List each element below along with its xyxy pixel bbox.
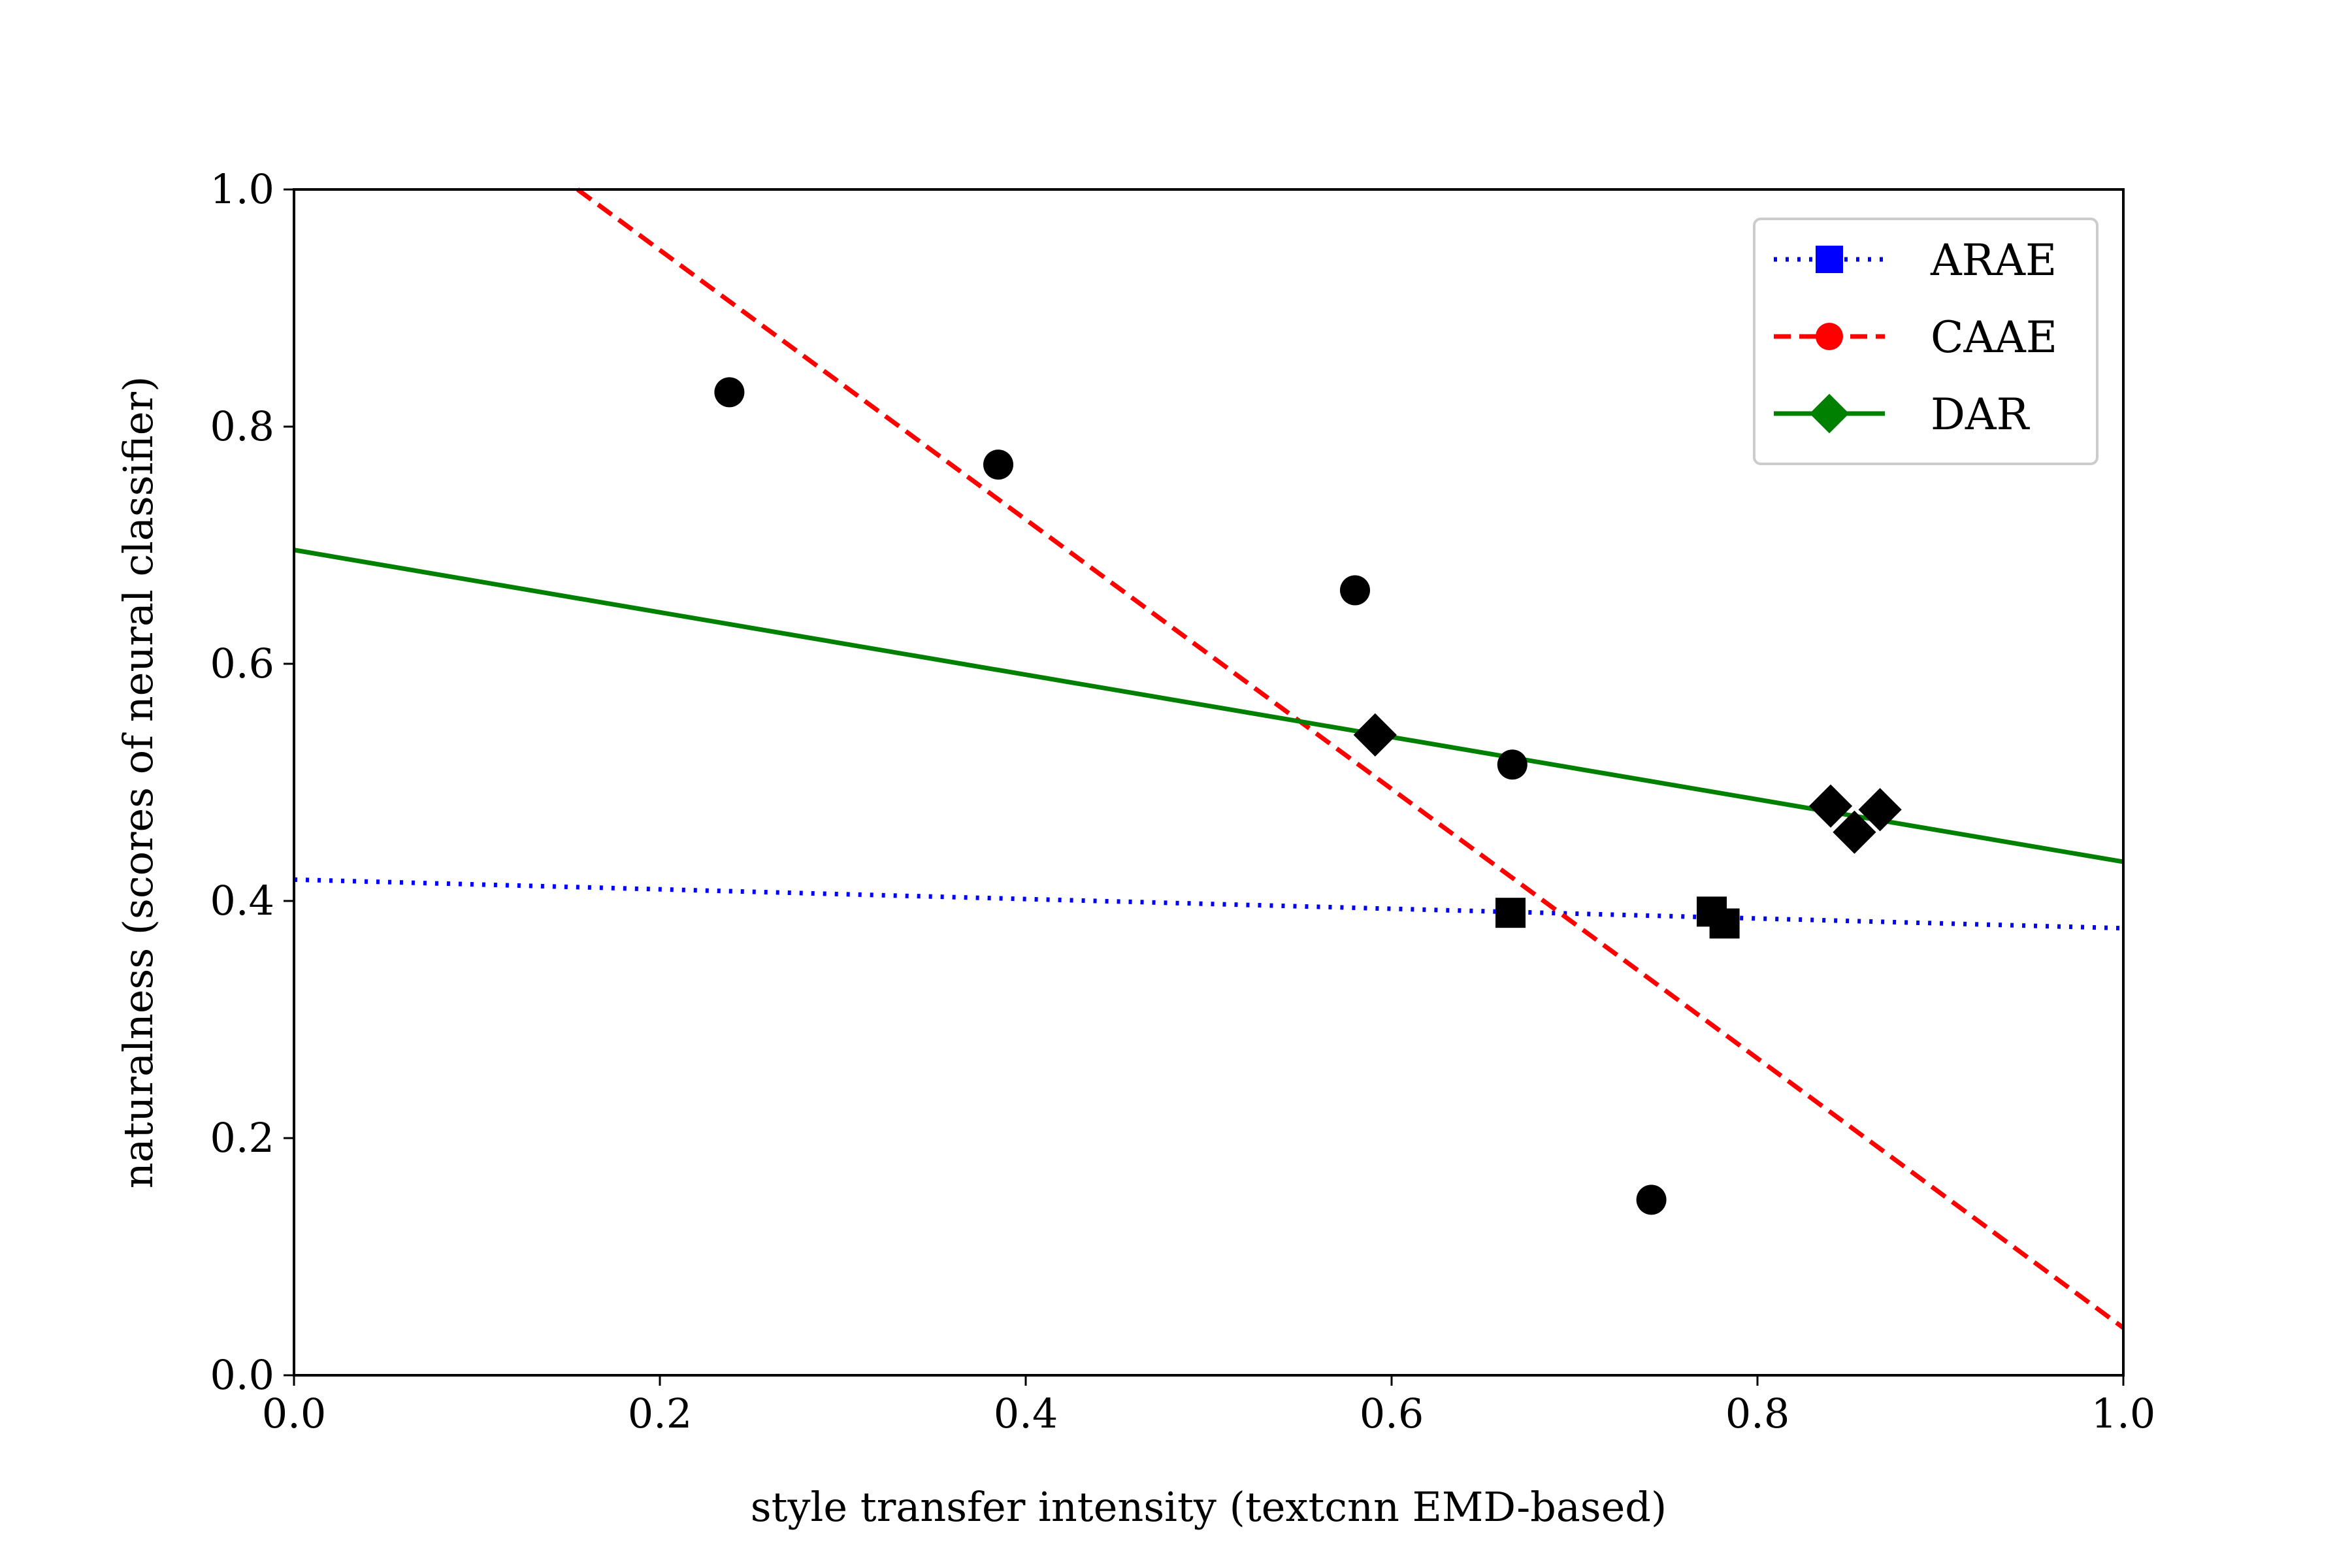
y-tick-label: 0.6 [210,640,274,687]
data-point-dar [1808,784,1853,828]
data-point-caae [714,377,745,408]
legend: ARAE CAAE DAR [1753,218,2099,465]
x-tick-label: 0.6 [1360,1390,1424,1437]
fit-line-caae [576,188,2125,1330]
y-tick-label: 0.0 [210,1351,274,1399]
x-axis-label: style transfer intensity (textcnn EMD-ba… [751,1483,1667,1531]
x-tick-label: 1.0 [2091,1390,2156,1437]
y-tick-label: 1.0 [210,165,274,213]
plot-area-frame [293,188,2125,1377]
x-tick-label: 0.4 [994,1390,1058,1437]
x-tick-label: 0.8 [1725,1390,1790,1437]
legend-label-dar: DAR [1931,389,2031,440]
legend-box [1753,218,2099,465]
marks-layer [293,188,2125,1330]
legend-marker-arae [1816,246,1843,273]
data-point-caae [1497,749,1527,780]
legend-label-caae: CAAE [1931,312,2057,363]
y-tick-label: 0.2 [210,1114,274,1162]
data-point-arae [1709,908,1740,939]
ticks-layer: 0.0 0.2 0.4 0.6 0.8 1.0 0.0 0.2 0.4 0.6 0.8 1.0 [210,165,2155,1437]
x-tick-label: 0.2 [628,1390,693,1437]
data-point-arae [1495,898,1526,928]
data-point-caae [1636,1184,1667,1215]
data-point-dar [1833,810,1876,854]
data-point-caae [983,449,1013,480]
data-point-dar [1353,713,1397,757]
data-point-caae [1340,575,1370,606]
y-axis-label: naturalness (scores of neural classifier… [114,376,162,1189]
legend-label-arae: ARAE [1930,235,2057,286]
data-point-dar [1858,788,1902,832]
legend-marker-dar [1809,393,1850,434]
y-tick-label: 0.8 [210,402,274,450]
x-tick-label: 0.0 [262,1390,327,1437]
legend-marker-caae [1816,323,1843,350]
y-tick-label: 0.4 [210,877,274,924]
